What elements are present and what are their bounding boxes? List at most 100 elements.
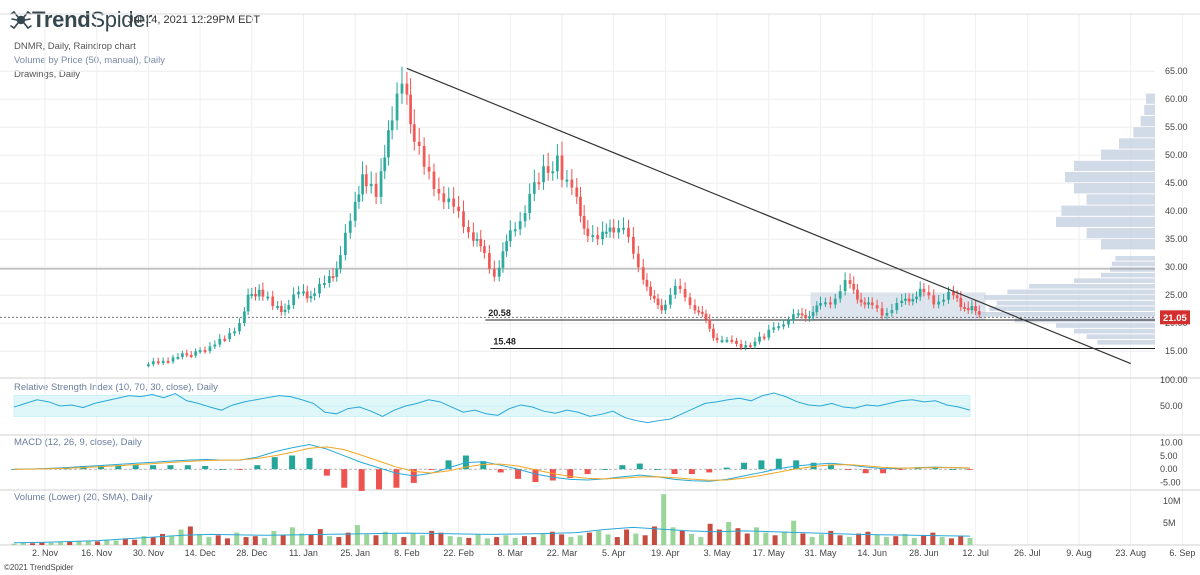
candle-body (586, 228, 590, 237)
volume-bar (224, 538, 230, 545)
volume-bar (252, 536, 258, 545)
volume-bar (818, 534, 824, 545)
candle-body (208, 346, 212, 352)
macd-histogram-bar (480, 461, 487, 470)
volume-bar (781, 531, 787, 545)
macd-histogram-bar (254, 465, 261, 470)
candle-body (601, 231, 605, 240)
volume-profile-bar (1056, 216, 1155, 227)
macd-histogram-bar (723, 467, 730, 470)
candle-body (462, 211, 465, 227)
volume-profile-bar (1111, 261, 1155, 267)
candle-body (753, 341, 757, 347)
candle-body (537, 182, 541, 185)
macd-histogram-bar (549, 469, 556, 481)
macd-label[interactable]: MACD (12, 26, 9, close), Daily (14, 437, 142, 448)
candle-body (166, 360, 170, 363)
macd-histogram-bar (115, 465, 122, 470)
candle-body (483, 246, 486, 254)
candle-body (911, 299, 915, 302)
header: TrendSpider Jul 14, 2021 12:29PM EDT (0, 0, 1200, 40)
legend-drawings[interactable]: Drawings, Daily (14, 69, 80, 80)
candle-body (808, 316, 811, 319)
macd-histogram-bar (793, 460, 800, 470)
volume-bar (846, 537, 852, 545)
volume-bar (856, 533, 862, 545)
candle-body (952, 291, 955, 296)
candle-body (811, 312, 815, 317)
candle-body (475, 238, 479, 241)
x-tick-label: 12. Jul (962, 548, 989, 558)
volume-bar (104, 539, 110, 545)
candle-body (508, 230, 512, 242)
candle-body (631, 236, 635, 254)
volume-bar (559, 534, 565, 545)
volume-label[interactable]: Volume (Lower) (20, SMA), Daily (14, 492, 153, 503)
x-tick-label: 11. Jan (289, 548, 318, 558)
volume-profile-bar (1074, 160, 1155, 171)
volume-bar (586, 532, 592, 545)
candle-body (318, 283, 321, 294)
candle-body (361, 174, 364, 195)
candle-body (777, 326, 781, 329)
macd-histogram-bar (601, 469, 608, 471)
volume-bar (958, 536, 964, 545)
volume-bar (521, 536, 527, 545)
candle-body (852, 283, 856, 290)
macd-histogram-bar (862, 469, 869, 474)
volume-bar (633, 533, 639, 545)
candle-body (875, 305, 879, 309)
price-tick-label: 40.00 (1165, 206, 1188, 216)
macd-histogram-bar (323, 469, 330, 476)
candle-body (297, 291, 300, 295)
volume-bar (206, 537, 212, 545)
macd-histogram-bar (584, 469, 591, 475)
brand-logo[interactable]: TrendSpider (10, 7, 153, 32)
macd-histogram-bar (515, 469, 522, 479)
volume-bar (336, 537, 342, 545)
rsi-label[interactable]: Relative Strength Index (10, 70, 30, clo… (14, 382, 218, 393)
candle-body (796, 313, 800, 316)
legend-volume-by-price[interactable]: Volume by Price (50, manual), Daily (14, 55, 166, 66)
candle-body (412, 124, 416, 142)
candle-body (487, 253, 491, 269)
candle-body (673, 285, 677, 295)
candle-body (678, 285, 682, 289)
volume-bar (262, 537, 268, 545)
candle-body (880, 308, 884, 316)
copyright: ©2021 TrendSpider (4, 563, 74, 572)
volume-bar (494, 537, 500, 545)
volume-bar (187, 526, 193, 545)
volume-profile-bar (1086, 228, 1155, 239)
volume-bar (57, 541, 63, 545)
volume-bar (911, 537, 917, 545)
candle-body (523, 213, 527, 222)
volume-bar (726, 522, 732, 545)
candle-body (257, 289, 261, 297)
candle-body (233, 331, 236, 334)
volume-profile-bar (1110, 267, 1155, 272)
candle-body (442, 193, 446, 203)
candle-body (213, 344, 217, 347)
x-tick-label: 16. Nov (81, 548, 113, 558)
volume-bar (39, 542, 45, 545)
candle-body (151, 361, 155, 365)
macd-histogram-bar (271, 457, 278, 470)
chart-canvas[interactable]: 65.00 60.00 55.00 50.00 45.00 40.00 35.00 30.00… (0, 0, 1200, 560)
x-tick-label: 26. Jul (1014, 548, 1041, 558)
macd-histogram-bar (202, 465, 209, 470)
candle-body (339, 255, 342, 269)
chart-timestamp: Jul 14, 2021 12:29PM EDT (128, 14, 261, 26)
volume-bar (67, 541, 73, 545)
macd-histogram-bar (845, 469, 852, 471)
candle-body (369, 183, 373, 187)
candle-body (528, 193, 532, 214)
macd-histogram-bar (184, 465, 191, 470)
candle-body (156, 361, 160, 364)
candle-body (748, 345, 752, 348)
candle-body (787, 320, 790, 325)
candle-body (353, 201, 357, 221)
legend-symbol[interactable]: DNMR, Daily, Raindrop chart (14, 41, 136, 52)
candle-body (922, 288, 926, 293)
candle-body (762, 336, 766, 339)
